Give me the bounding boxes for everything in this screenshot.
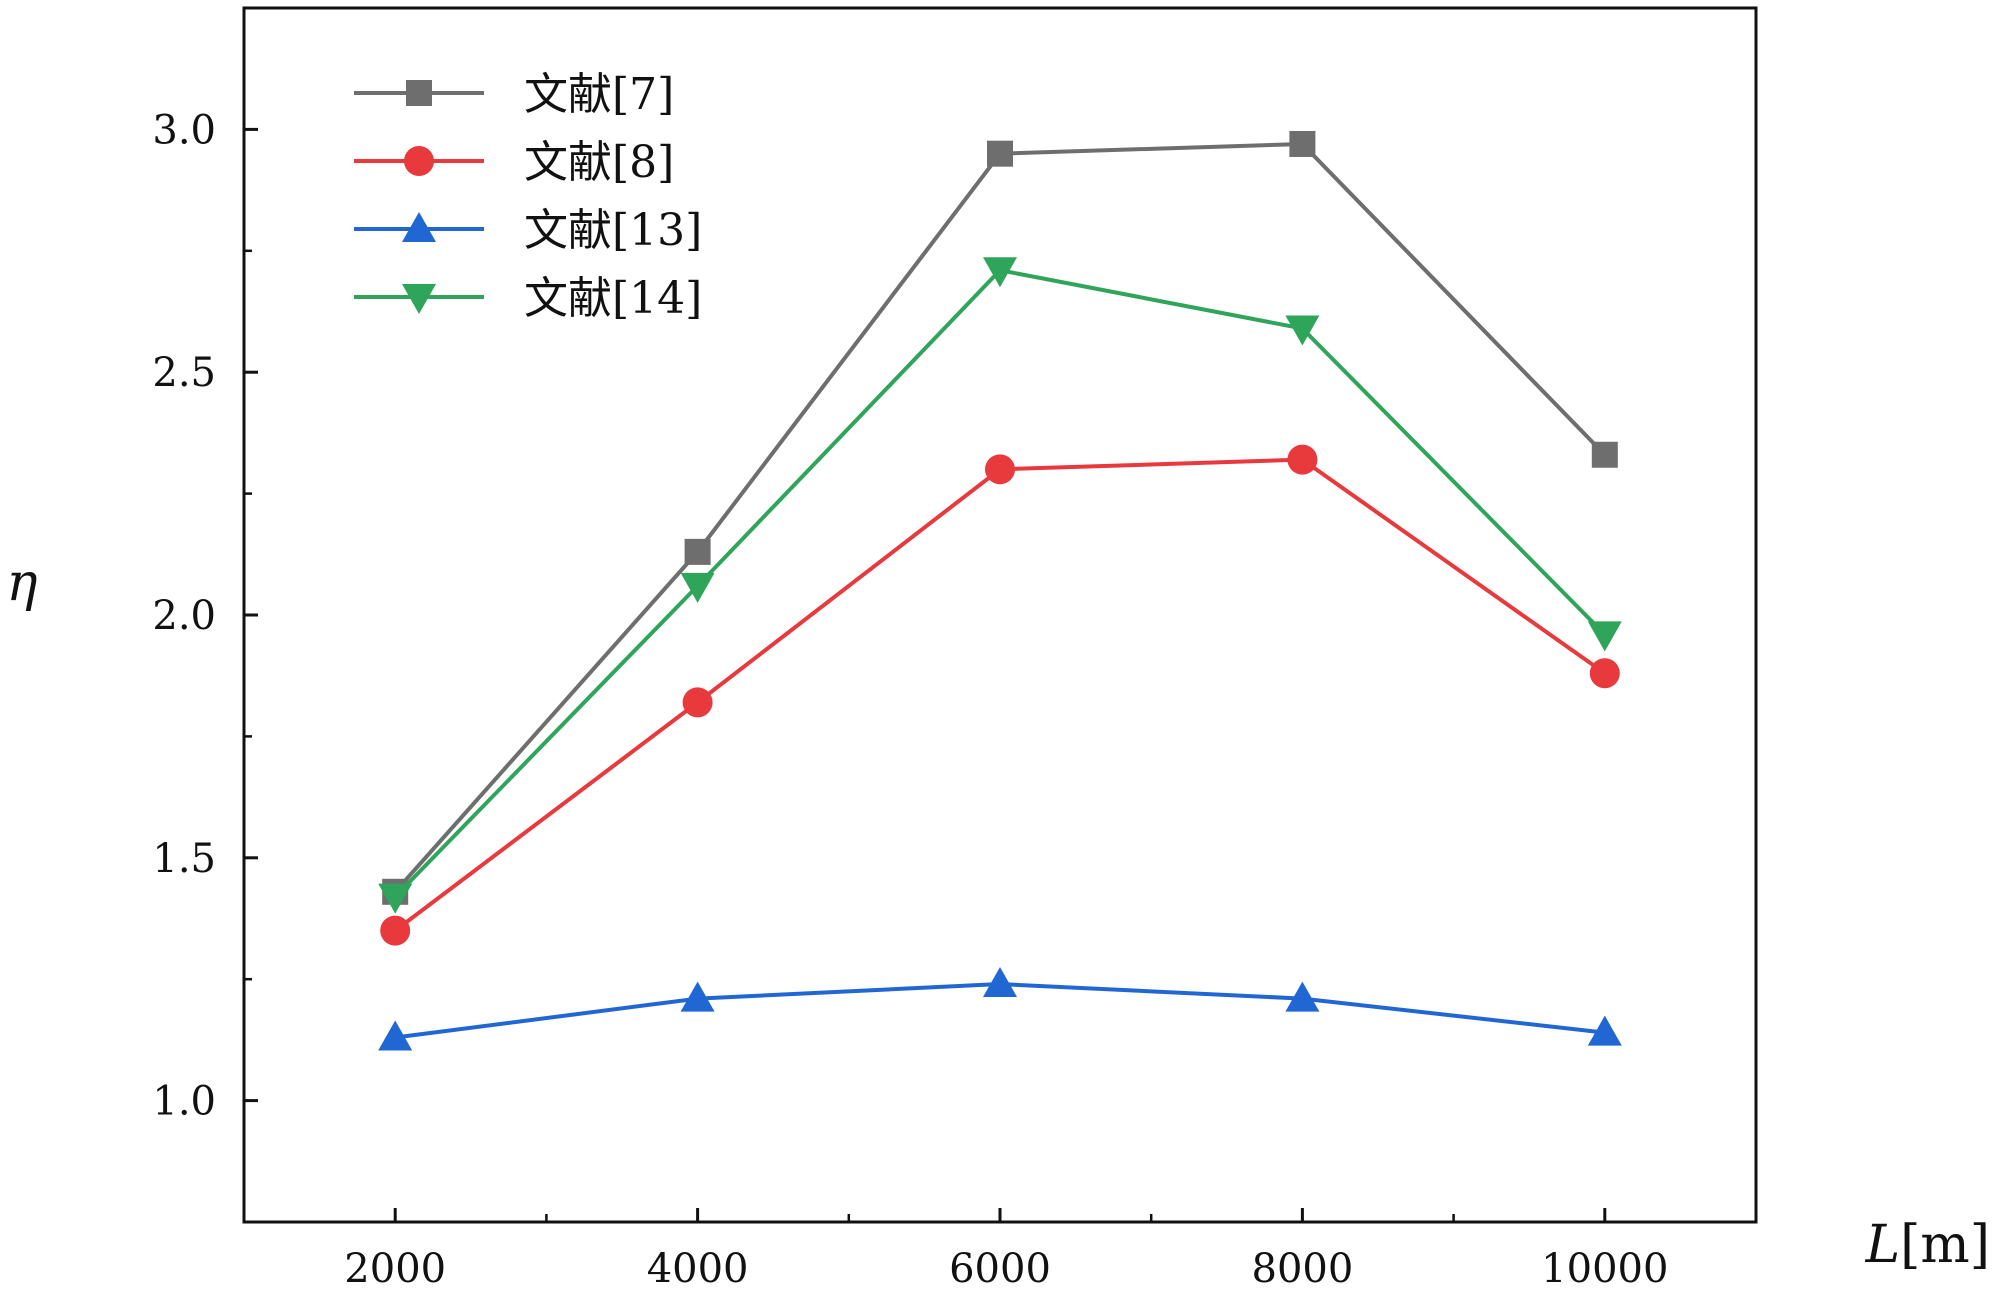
x-tick-label: 10000	[1541, 1246, 1668, 1292]
plot-frame	[242, 6, 1758, 1224]
data-point	[1587, 621, 1622, 652]
data-point	[985, 454, 1015, 485]
x-axis-label-unit: [m]	[1900, 1215, 1990, 1275]
legend-marker	[406, 80, 432, 106]
data-point	[1287, 444, 1318, 475]
y-tick-label: 1.5	[152, 836, 216, 882]
data-point	[983, 257, 1017, 288]
data-point	[684, 538, 711, 565]
series-2	[380, 444, 1620, 946]
legend-item: 文献[14]	[354, 273, 702, 324]
data-point	[1289, 130, 1316, 157]
legend-label: 文献[14]	[524, 273, 702, 324]
legend-item: 文献[7]	[354, 69, 674, 120]
series-line	[393, 268, 1607, 899]
series-1	[382, 130, 1618, 905]
data-point	[378, 1020, 413, 1051]
legend-label: 文献[13]	[524, 205, 702, 256]
x-axis-label: L[m]	[1865, 1215, 1990, 1275]
x-tick-label: 6000	[949, 1246, 1051, 1292]
legend-marker	[402, 284, 436, 314]
legend-marker	[402, 212, 436, 242]
y-axis-label: η	[6, 553, 37, 613]
x-tick-label: 4000	[647, 1246, 749, 1292]
x-tick-label: 2000	[344, 1246, 446, 1292]
legend-label: 文献[7]	[524, 69, 674, 120]
y-tick-label: 1.0	[152, 1079, 216, 1125]
data-point	[682, 687, 713, 718]
legend-item: 文献[8]	[354, 137, 674, 188]
data-point	[380, 915, 411, 946]
legend-label: 文献[8]	[524, 137, 674, 188]
x-axis-label-symbol: L	[1865, 1215, 1901, 1275]
data-point	[680, 981, 715, 1012]
legend: 文献[7] 文献[8] 文献[13] 文献[14]	[354, 69, 702, 324]
data-point	[1285, 315, 1320, 346]
legend-marker	[404, 146, 434, 176]
axes-group: 2000 4000 6000 8000 10000 1.0 1.5 2.0 2.5 3.0	[152, 6, 1758, 1292]
y-tick-label: 2.0	[152, 593, 216, 639]
data-point	[1587, 1015, 1622, 1046]
data-point	[1589, 658, 1620, 689]
series-line	[393, 141, 1607, 894]
y-tick-label: 3.0	[152, 107, 216, 153]
y-tick-label: 2.5	[152, 350, 216, 396]
data-point	[1285, 981, 1320, 1012]
legend-item: 文献[13]	[354, 205, 702, 256]
series-line	[393, 457, 1606, 933]
x-tick-label: 8000	[1252, 1246, 1354, 1292]
data-point	[987, 140, 1013, 167]
data-point	[1591, 441, 1618, 468]
series-4	[378, 257, 1622, 914]
data-point	[680, 572, 715, 603]
data-point	[983, 967, 1017, 998]
series-3	[378, 967, 1622, 1051]
series-group	[378, 130, 1622, 1051]
data-point	[378, 883, 413, 914]
